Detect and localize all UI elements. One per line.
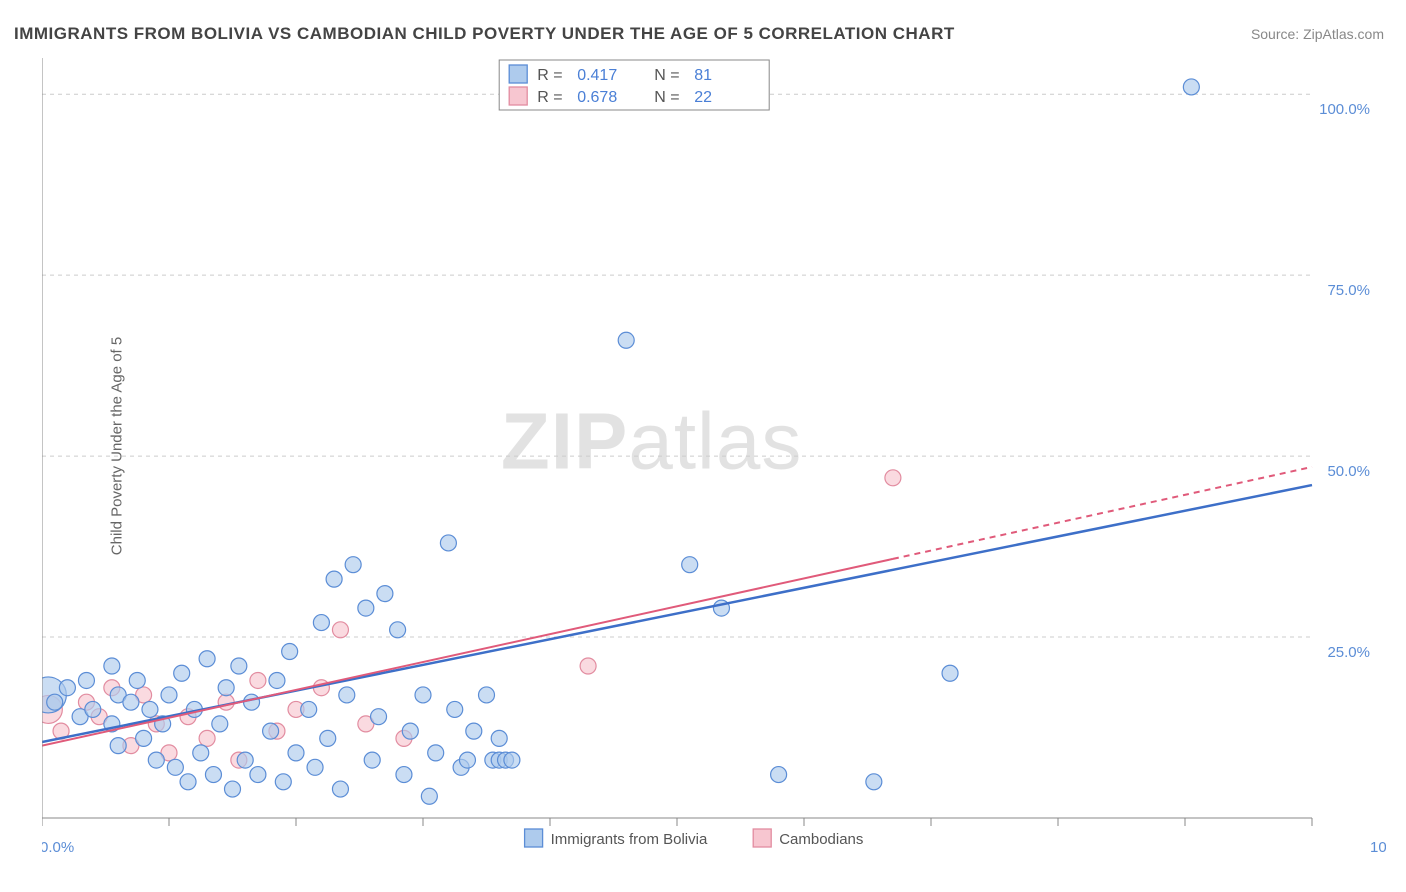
- bolivia-point: [129, 672, 145, 688]
- legend-n-value: 81: [694, 67, 712, 84]
- bolivia-point: [358, 600, 374, 616]
- bolivia-point: [332, 781, 348, 797]
- bolivia-point: [161, 687, 177, 703]
- bolivia-point: [345, 557, 361, 573]
- bolivia-point: [415, 687, 431, 703]
- legend-r-label: R =: [537, 89, 562, 106]
- bolivia-point: [237, 752, 253, 768]
- legend-r-value: 0.417: [577, 67, 617, 84]
- cambodians-point: [332, 622, 348, 638]
- bolivia-point: [326, 571, 342, 587]
- bolivia-point: [250, 767, 266, 783]
- bolivia-point: [339, 687, 355, 703]
- x-tick-label-right: 10.0%: [1370, 839, 1386, 856]
- bolivia-point: [364, 752, 380, 768]
- legend-bottom-label-bolivia: Immigrants from Bolivia: [551, 831, 708, 848]
- bolivia-point: [193, 745, 209, 761]
- bolivia-point: [301, 701, 317, 717]
- bolivia-point: [447, 701, 463, 717]
- bolivia-point: [275, 774, 291, 790]
- bolivia-point: [504, 752, 520, 768]
- legend-r-value: 0.678: [577, 89, 617, 106]
- chart-title: IMMIGRANTS FROM BOLIVIA VS CAMBODIAN CHI…: [14, 24, 955, 44]
- bolivia-point: [269, 672, 285, 688]
- y-tick-label: 75.0%: [1327, 282, 1370, 299]
- bolivia-point: [78, 672, 94, 688]
- legend-n-label: N =: [654, 67, 679, 84]
- bolivia-point: [123, 694, 139, 710]
- bolivia-point: [1183, 79, 1199, 95]
- cambodians-point: [580, 658, 596, 674]
- bolivia-point: [402, 723, 418, 739]
- source-link[interactable]: ZipAtlas.com: [1303, 26, 1384, 42]
- bolivia-point: [104, 658, 120, 674]
- bolivia-point: [421, 788, 437, 804]
- legend-bottom-swatch-bolivia: [525, 829, 543, 847]
- bolivia-point: [479, 687, 495, 703]
- legend-bottom-label-cambodians: Cambodians: [779, 831, 863, 848]
- bolivia-point: [148, 752, 164, 768]
- bolivia-point: [288, 745, 304, 761]
- bolivia-point: [491, 730, 507, 746]
- bolivia-point: [313, 615, 329, 631]
- bolivia-point: [282, 644, 298, 660]
- bolivia-point: [47, 694, 63, 710]
- bolivia-point: [110, 738, 126, 754]
- bolivia-point: [231, 658, 247, 674]
- trend-line-cambodians-dash: [893, 467, 1312, 559]
- bolivia-point: [263, 723, 279, 739]
- bolivia-point: [459, 752, 475, 768]
- legend-n-label: N =: [654, 89, 679, 106]
- y-tick-label: 100.0%: [1319, 101, 1370, 118]
- source-citation: Source: ZipAtlas.com: [1251, 26, 1384, 42]
- cambodians-point: [199, 730, 215, 746]
- bolivia-point: [942, 665, 958, 681]
- bolivia-point: [307, 759, 323, 775]
- bolivia-point: [199, 651, 215, 667]
- scatter-chart: 25.0%50.0%75.0%100.0%ZIPatlas0.0%10.0%R …: [42, 58, 1386, 846]
- bolivia-point: [466, 723, 482, 739]
- bolivia-point: [212, 716, 228, 732]
- bolivia-point: [174, 665, 190, 681]
- bolivia-point: [618, 332, 634, 348]
- legend-n-value: 22: [694, 89, 712, 106]
- trend-line-cambodians: [42, 559, 893, 746]
- bolivia-point: [320, 730, 336, 746]
- bolivia-point: [866, 774, 882, 790]
- bolivia-point: [377, 586, 393, 602]
- bolivia-point: [205, 767, 221, 783]
- legend-r-label: R =: [537, 67, 562, 84]
- source-prefix: Source:: [1251, 26, 1303, 42]
- bolivia-point: [371, 709, 387, 725]
- bolivia-point: [396, 767, 412, 783]
- bolivia-point: [771, 767, 787, 783]
- bolivia-point: [225, 781, 241, 797]
- cambodians-point: [250, 672, 266, 688]
- bolivia-point: [85, 701, 101, 717]
- bolivia-point: [136, 730, 152, 746]
- y-tick-label: 50.0%: [1327, 463, 1370, 480]
- bolivia-point: [682, 557, 698, 573]
- bolivia-point: [59, 680, 75, 696]
- bolivia-point: [390, 622, 406, 638]
- bolivia-point: [180, 774, 196, 790]
- x-tick-label-left: 0.0%: [42, 839, 74, 856]
- y-tick-label: 25.0%: [1327, 644, 1370, 661]
- bolivia-point: [142, 701, 158, 717]
- bolivia-point: [428, 745, 444, 761]
- bolivia-point: [244, 694, 260, 710]
- legend-bottom-swatch-cambodians: [753, 829, 771, 847]
- legend-swatch: [509, 87, 527, 105]
- legend-swatch: [509, 65, 527, 83]
- bolivia-point: [218, 680, 234, 696]
- bolivia-point: [167, 759, 183, 775]
- watermark-text: ZIPatlas: [501, 396, 802, 485]
- cambodians-point: [885, 470, 901, 486]
- cambodians-point: [218, 694, 234, 710]
- bolivia-point: [440, 535, 456, 551]
